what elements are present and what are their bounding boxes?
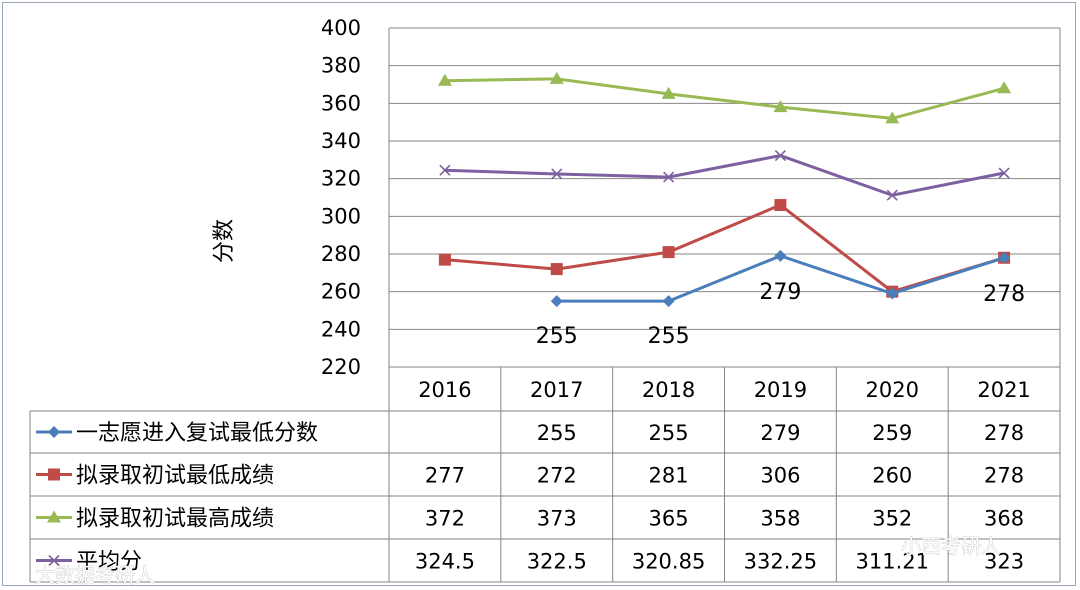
- watermark: 大数据考研人: [35, 563, 155, 587]
- table-cell: 358: [760, 507, 800, 531]
- table-cell: 255: [649, 421, 689, 445]
- y-tick-label: 380: [321, 54, 361, 78]
- table-cell: 372: [425, 507, 465, 531]
- x-tick-label: 2017: [530, 378, 583, 402]
- line-chart-with-data-table: 220 240 260 280 300 320 340 360 380 400 分数 2016 2017…: [29, 16, 1061, 587]
- series-2-point: [550, 263, 563, 276]
- table-cell: 279: [760, 421, 800, 445]
- table-cell: 311.21: [856, 550, 929, 574]
- series-1-point: [886, 287, 899, 300]
- y-tick-label: 300: [321, 204, 361, 228]
- legend-label: 拟录取初试最高成绩: [76, 507, 274, 532]
- series-3-point: [661, 86, 676, 99]
- series-1-point: [662, 295, 675, 308]
- table-cell: 352: [872, 507, 912, 531]
- data-label: 255: [648, 324, 690, 349]
- legend-label: 拟录取初试最低成绩: [76, 464, 274, 489]
- table-cell: 278: [984, 464, 1024, 488]
- table-cell: 278: [984, 421, 1024, 445]
- legend-key-marker: [48, 554, 60, 567]
- legend-key-marker: [48, 426, 60, 438]
- series-3-point: [885, 111, 900, 124]
- series-4-point: [439, 164, 451, 176]
- y-tick-label: 260: [321, 280, 361, 304]
- legend-key-marker: [48, 468, 60, 481]
- x-tick-label: 2018: [642, 378, 695, 402]
- series-2-point: [662, 246, 675, 259]
- table-cell: 272: [537, 464, 577, 488]
- series-1-point: [550, 295, 563, 308]
- table-cell: 281: [649, 464, 689, 488]
- table-cell: 320.85: [632, 550, 705, 574]
- table-cell: 306: [760, 464, 800, 488]
- series-4-point: [551, 168, 563, 180]
- y-tick-label: 220: [321, 355, 361, 379]
- table-cell: 332.25: [744, 550, 817, 574]
- watermark: 小西考研人: [901, 534, 1001, 558]
- data-label: 279: [759, 280, 801, 305]
- series-3-point: [437, 73, 452, 86]
- table-cell: 255: [537, 421, 577, 445]
- table-cell: 368: [984, 507, 1024, 531]
- data-label: 255: [536, 324, 578, 349]
- table-cell: 365: [649, 507, 689, 531]
- series-2-point: [438, 253, 451, 266]
- series-4-point: [886, 189, 898, 201]
- series-3-point: [549, 71, 564, 84]
- data-label: 278: [983, 282, 1025, 307]
- y-tick-label: 280: [321, 242, 361, 266]
- x-tick-label: 2021: [977, 378, 1030, 402]
- table-cell: 324.5: [415, 550, 475, 574]
- y-tick-label: 400: [321, 16, 361, 40]
- x-tick-label: 2020: [866, 378, 919, 402]
- table-cell: 259: [872, 421, 912, 445]
- y-tick-label: 240: [321, 317, 361, 341]
- series-4-point: [663, 171, 675, 183]
- table-cell: 373: [537, 507, 577, 531]
- series-line-3: [444, 77, 1005, 120]
- y-tick-label: 320: [321, 167, 361, 191]
- series-2-point: [774, 199, 787, 212]
- series-4-point: [774, 150, 786, 162]
- series-line-4: [444, 154, 1005, 197]
- series-4-point: [998, 167, 1010, 179]
- legend-label: 一志愿进入复试最低分数: [76, 421, 318, 446]
- legend-key-marker: [47, 510, 61, 523]
- table-cell: 260: [872, 464, 912, 488]
- series-1-point: [774, 249, 787, 262]
- legend-label: 平均分: [76, 550, 142, 575]
- series-3-point: [773, 100, 788, 113]
- x-tick-label: 2016: [418, 378, 471, 402]
- table-cell: 277: [425, 464, 465, 488]
- series-1-point: [998, 251, 1011, 264]
- x-tick-label: 2019: [754, 378, 807, 402]
- y-tick-label: 340: [321, 129, 361, 153]
- y-axis-label: 分数: [212, 219, 237, 263]
- table-cell: 323: [984, 550, 1024, 574]
- y-tick-label: 360: [321, 91, 361, 115]
- table-cell: 322.5: [527, 550, 587, 574]
- series-3-point: [997, 81, 1012, 94]
